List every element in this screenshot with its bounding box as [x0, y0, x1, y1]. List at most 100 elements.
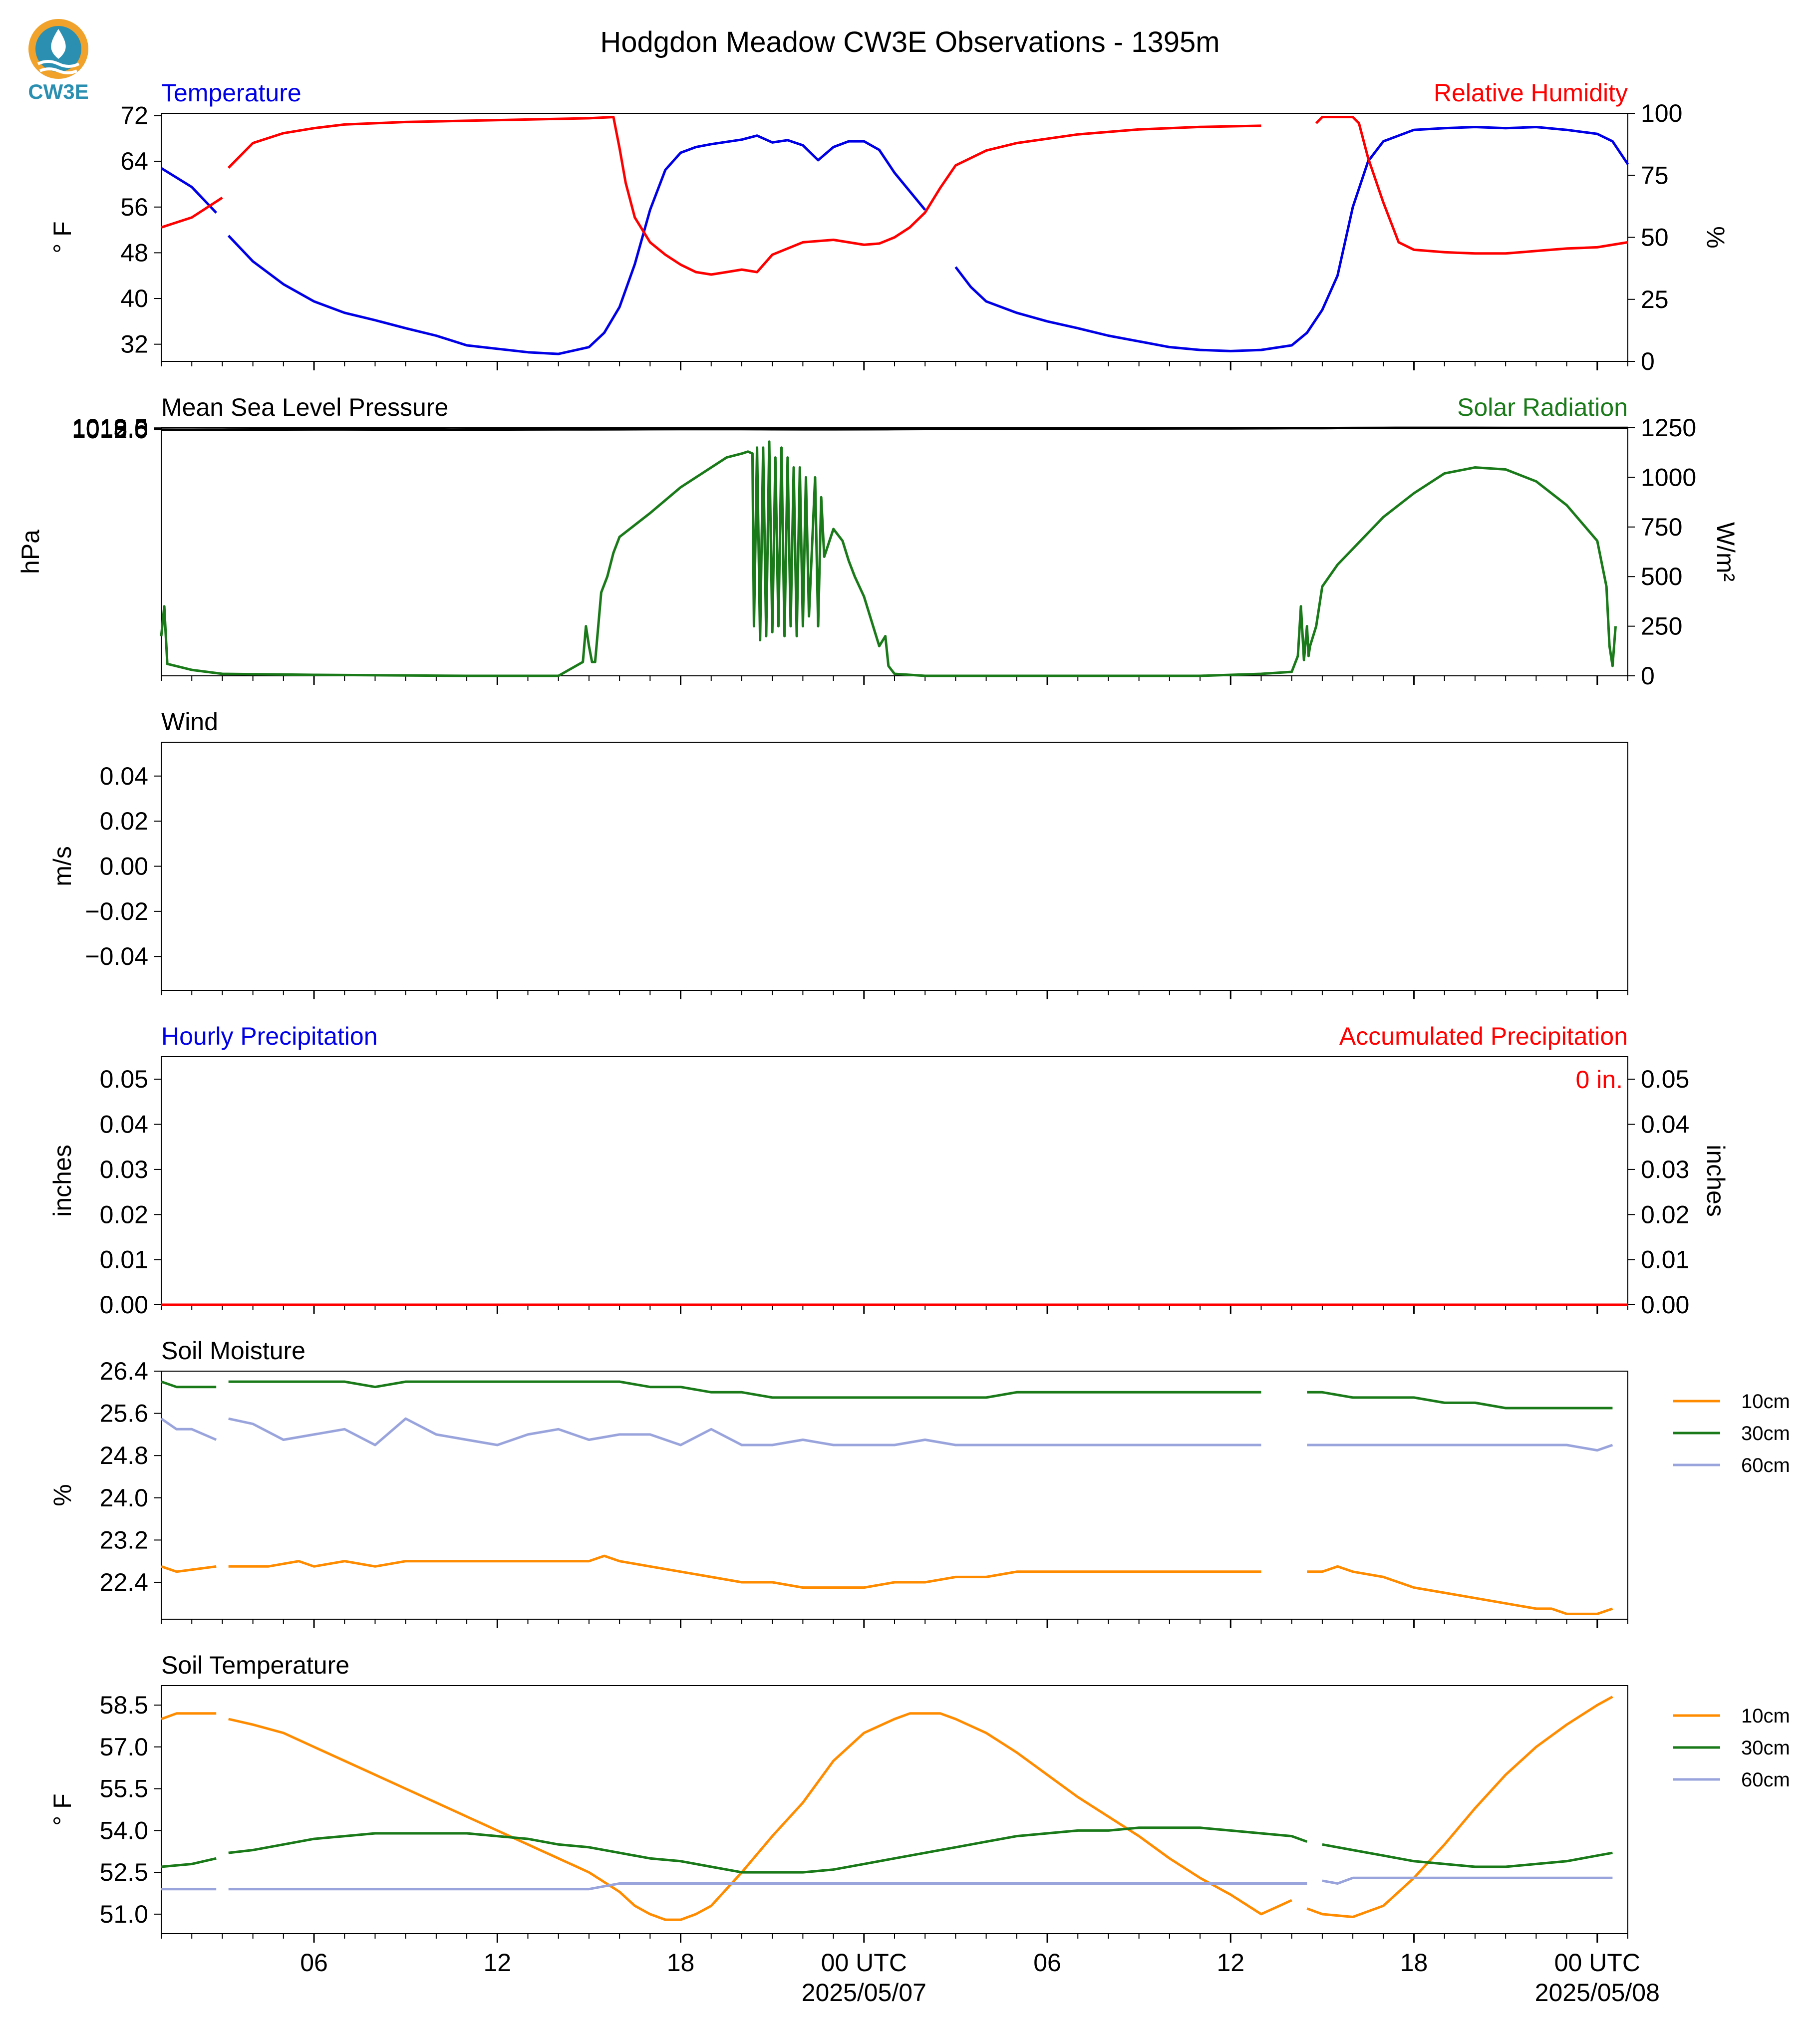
y-axis-label: hPa — [16, 530, 44, 574]
y-axis-label: inches — [48, 1145, 76, 1217]
y-tick-label: 0.00 — [100, 1291, 148, 1319]
panel-2: Wind 0.04 0.02 0.00 −0.02 −0.04 m/s — [48, 708, 1628, 999]
cw3e-logo: CW3E — [28, 19, 89, 103]
y-tick-label: 24.0 — [100, 1484, 148, 1512]
y-tick-label: 1018.0 — [72, 414, 148, 442]
legend-label: 30cm — [1741, 1737, 1790, 1759]
y-tick-label: 54.0 — [100, 1816, 148, 1844]
y-axis-label: m/s — [48, 846, 76, 886]
x-tick-label: 06 — [1033, 1949, 1061, 1977]
y-tick-label-right: 50 — [1641, 224, 1669, 252]
y-axis-label: ° F — [48, 1793, 76, 1825]
y-tick-label: 55.5 — [100, 1775, 148, 1803]
y-tick-label-right: 500 — [1641, 563, 1682, 590]
y-tick-label-right: 1250 — [1641, 414, 1696, 442]
panel-1: Mean Sea Level Pressure Solar Radiation 10… — [16, 393, 1740, 690]
y-tick-label: 0.00 — [100, 853, 148, 880]
legend-label: 10cm — [1741, 1705, 1790, 1727]
x-tick-label: 06 — [300, 1949, 328, 1977]
y-tick-label: 0.04 — [100, 762, 148, 790]
figure-title: Hodgdon Meadow CW3E Observations - 1395m — [600, 26, 1219, 58]
y-tick-label-right: 0.03 — [1641, 1156, 1689, 1183]
panel-title-left: Soil Temperature — [161, 1651, 349, 1679]
chart-panels: Temperature Relative Humidity 72 64 56 48 40 32… — [16, 79, 1790, 2007]
legend-label: 30cm — [1741, 1423, 1790, 1445]
y-tick-label: 0.04 — [100, 1111, 148, 1139]
y-tick-label: 1013.5 — [72, 415, 148, 443]
x-tick-date-label: 2025/05/08 — [1535, 1979, 1660, 2007]
x-tick-label: 18 — [1400, 1949, 1428, 1977]
y-tick-label-right: 75 — [1641, 161, 1669, 189]
y-tick-label: 0.01 — [100, 1246, 148, 1274]
y-tick-label-right: 0.04 — [1641, 1111, 1689, 1139]
panel-title-left: Temperature — [161, 79, 302, 107]
x-tick-label: 18 — [667, 1949, 695, 1977]
x-tick-date-label: 2025/05/07 — [802, 1979, 926, 2007]
y-tick-label-right: 0.05 — [1641, 1065, 1689, 1093]
panel-title-left: Wind — [161, 708, 218, 736]
panel-3: Hourly Precipitation Accumulated Precipit… — [48, 1022, 1730, 1319]
y-tick-label: 25.6 — [100, 1400, 148, 1428]
y-tick-label: 22.4 — [100, 1568, 148, 1596]
y-axis-label-right: W/m² — [1712, 522, 1740, 581]
y-tick-label: 72 — [120, 102, 148, 130]
x-tick-label: 00 UTC — [821, 1949, 907, 1977]
y-tick-label-right: 0.00 — [1641, 1291, 1689, 1319]
legend-label: 10cm — [1741, 1391, 1790, 1413]
y-tick-label-right: 0 — [1641, 347, 1655, 375]
y-axis-label-right: inches — [1702, 1145, 1730, 1217]
legend-label: 60cm — [1741, 1454, 1790, 1476]
y-tick-label: 23.2 — [100, 1526, 148, 1554]
y-tick-label: 56 — [120, 193, 148, 221]
y-tick-label-right: 25 — [1641, 286, 1669, 313]
y-tick-label: 24.8 — [100, 1442, 148, 1469]
y-tick-label: −0.02 — [85, 897, 148, 925]
y-tick-label: 32 — [120, 330, 148, 358]
panel-title-left: Hourly Precipitation — [161, 1022, 378, 1050]
panel-title-right: Relative Humidity — [1434, 79, 1628, 107]
series-line-solar-radiation — [160, 440, 1617, 677]
panel-title-right: Solar Radiation — [1457, 393, 1628, 421]
panel-5: Soil Temperature 58.5 57.0 55.5 54.0 52.5 51.0… — [48, 1651, 1790, 1943]
y-tick-label-right: 0 — [1641, 662, 1655, 690]
y-tick-label: 0.03 — [100, 1156, 148, 1183]
y-tick-label-right: 1000 — [1641, 463, 1696, 491]
y-tick-label: 1012.0 — [72, 416, 148, 444]
panel-title-right: Accumulated Precipitation — [1339, 1022, 1628, 1050]
logo-drop-icon — [51, 29, 66, 59]
panel-0: Temperature Relative Humidity 72 64 56 48 40 32… — [48, 79, 1730, 375]
x-tick-label: 00 UTC — [1554, 1949, 1640, 1977]
y-tick-label: 1015.0 — [72, 415, 148, 443]
y-tick-label: 58.5 — [100, 1691, 148, 1719]
y-tick-label: 51.0 — [100, 1900, 148, 1928]
y-axis-label: % — [48, 1484, 76, 1506]
y-tick-label: 1019.5 — [72, 414, 148, 442]
y-tick-label: 1016.5 — [72, 415, 148, 443]
y-tick-label-right: 0.01 — [1641, 1246, 1689, 1274]
y-tick-label: 26.4 — [100, 1357, 148, 1385]
y-tick-label: 0.02 — [100, 807, 148, 835]
x-tick-label: 12 — [1216, 1949, 1244, 1977]
y-tick-label: 0.05 — [100, 1065, 148, 1093]
y-tick-label-right: 100 — [1641, 99, 1682, 127]
panel-title-left: Mean Sea Level Pressure — [161, 393, 448, 421]
accumulated-total-label: 0 in. — [1575, 1066, 1623, 1094]
y-tick-label: 57.0 — [100, 1733, 148, 1761]
y-tick-label: −0.04 — [85, 942, 148, 970]
y-axis-label: ° F — [48, 221, 76, 253]
y-tick-label-right: 250 — [1641, 612, 1682, 640]
y-axis-label-right: % — [1702, 226, 1730, 248]
logo-text: CW3E — [28, 80, 88, 103]
legend-label: 60cm — [1741, 1769, 1790, 1791]
y-tick-label-right: 750 — [1641, 513, 1682, 541]
y-tick-label: 52.5 — [100, 1858, 148, 1886]
y-tick-label: 48 — [120, 239, 148, 267]
panel-4: Soil Moisture 26.4 25.6 24.8 24.0 23.2 22.4% 10… — [48, 1337, 1790, 1628]
panel-title-left: Soil Moisture — [161, 1337, 305, 1365]
x-tick-label: 12 — [483, 1949, 511, 1977]
y-tick-label-right: 0.02 — [1641, 1200, 1689, 1228]
y-tick-label: 0.02 — [100, 1200, 148, 1228]
y-tick-label: 40 — [120, 285, 148, 312]
y-tick-label: 64 — [120, 147, 148, 175]
